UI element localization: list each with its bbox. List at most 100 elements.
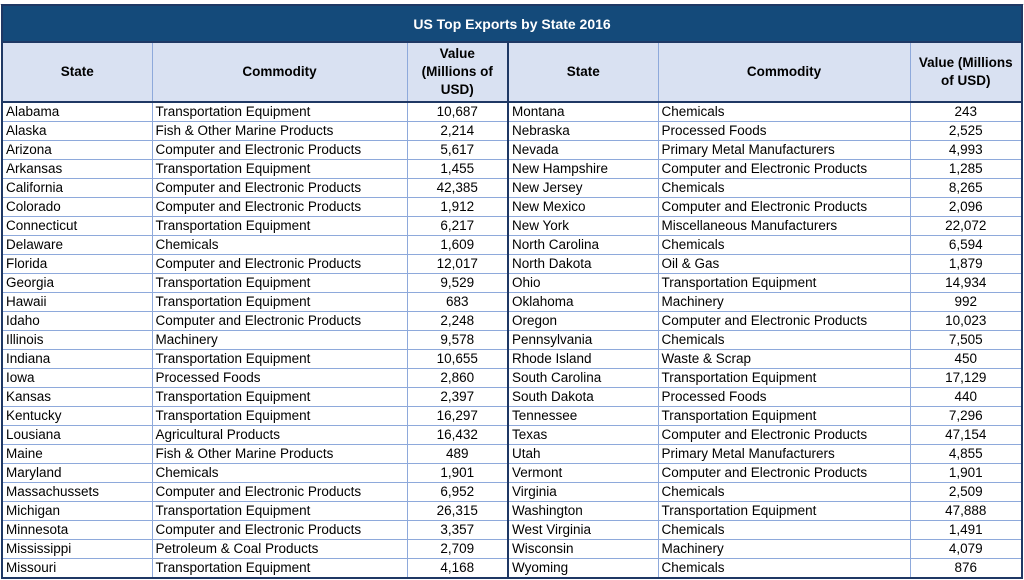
commodity-cell-right[interactable]: Chemicals xyxy=(658,558,911,577)
commodity-cell-left[interactable]: Fish & Other Marine Products xyxy=(152,121,408,141)
value-cell-right[interactable]: 47,888 xyxy=(910,501,1022,521)
state-cell-left[interactable]: Arkansas xyxy=(3,159,153,179)
state-cell-left[interactable]: Delaware xyxy=(3,235,153,255)
value-cell-left[interactable]: 1,912 xyxy=(407,197,509,217)
state-cell-right[interactable]: New Hampshire xyxy=(508,159,659,179)
value-cell-right[interactable]: 7,505 xyxy=(910,330,1022,350)
state-cell-left[interactable]: Alaska xyxy=(3,121,153,141)
state-cell-right[interactable]: Wisconsin xyxy=(508,539,659,559)
state-cell-right[interactable]: Pennsylvania xyxy=(508,330,659,350)
commodity-cell-right[interactable]: Processed Foods xyxy=(658,121,911,141)
commodity-cell-left[interactable]: Chemicals xyxy=(152,235,408,255)
state-cell-left[interactable]: Arizona xyxy=(3,140,153,160)
value-cell-left[interactable]: 12,017 xyxy=(407,254,509,274)
commodity-cell-right[interactable]: Chemicals xyxy=(658,178,911,198)
state-cell-left[interactable]: Colorado xyxy=(3,197,153,217)
commodity-cell-right[interactable]: Chemicals xyxy=(658,102,911,122)
state-cell-right[interactable]: South Dakota xyxy=(508,387,659,407)
value-cell-left[interactable]: 2,860 xyxy=(407,368,509,388)
value-cell-left[interactable]: 2,397 xyxy=(407,387,509,407)
commodity-cell-left[interactable]: Transportation Equipment xyxy=(152,349,408,369)
state-cell-right[interactable]: Nebraska xyxy=(508,121,659,141)
value-cell-left[interactable]: 2,214 xyxy=(407,121,509,141)
commodity-cell-left[interactable]: Machinery xyxy=(152,330,408,350)
value-cell-right[interactable]: 4,993 xyxy=(910,140,1022,160)
value-cell-right[interactable]: 14,934 xyxy=(910,273,1022,293)
commodity-cell-left[interactable]: Transportation Equipment xyxy=(152,501,408,521)
value-cell-right[interactable]: 2,525 xyxy=(910,121,1022,141)
state-cell-right[interactable]: Nevada xyxy=(508,140,659,160)
value-cell-left[interactable]: 6,217 xyxy=(407,216,509,236)
state-cell-right[interactable]: Ohio xyxy=(508,273,659,293)
commodity-cell-left[interactable]: Computer and Electronic Products xyxy=(152,197,408,217)
state-cell-right[interactable]: North Carolina xyxy=(508,235,659,255)
state-cell-right[interactable]: Virginia xyxy=(508,482,659,502)
commodity-cell-right[interactable]: Transportation Equipment xyxy=(658,368,911,388)
state-cell-left[interactable]: Iowa xyxy=(3,368,153,388)
state-cell-right[interactable]: New York xyxy=(508,216,659,236)
value-cell-right[interactable]: 47,154 xyxy=(910,425,1022,445)
commodity-cell-left[interactable]: Transportation Equipment xyxy=(152,406,408,426)
value-cell-left[interactable]: 1,609 xyxy=(407,235,509,255)
state-cell-right[interactable]: South Carolina xyxy=(508,368,659,388)
value-cell-right[interactable]: 10,023 xyxy=(910,311,1022,331)
state-cell-left[interactable]: Kentucky xyxy=(3,406,153,426)
state-cell-right[interactable]: New Mexico xyxy=(508,197,659,217)
state-cell-left[interactable]: Maryland xyxy=(3,463,153,483)
value-cell-right[interactable]: 440 xyxy=(910,387,1022,407)
value-cell-right[interactable]: 8,265 xyxy=(910,178,1022,198)
commodity-cell-right[interactable]: Chemicals xyxy=(658,330,911,350)
commodity-cell-right[interactable]: Chemicals xyxy=(658,235,911,255)
commodity-cell-left[interactable]: Transportation Equipment xyxy=(152,216,408,236)
state-cell-left[interactable]: Michigan xyxy=(3,501,153,521)
commodity-cell-right[interactable]: Processed Foods xyxy=(658,387,911,407)
state-cell-left[interactable]: Kansas xyxy=(3,387,153,407)
commodity-cell-right[interactable]: Transportation Equipment xyxy=(658,501,911,521)
commodity-cell-left[interactable]: Computer and Electronic Products xyxy=(152,482,408,502)
state-cell-left[interactable]: Florida xyxy=(3,254,153,274)
value-cell-right[interactable]: 6,594 xyxy=(910,235,1022,255)
value-cell-right[interactable]: 992 xyxy=(910,292,1022,312)
state-cell-left[interactable]: Connecticut xyxy=(3,216,153,236)
commodity-cell-right[interactable]: Computer and Electronic Products xyxy=(658,463,911,483)
value-cell-left[interactable]: 10,655 xyxy=(407,349,509,369)
value-cell-left[interactable]: 10,687 xyxy=(407,102,509,122)
state-cell-left[interactable]: Idaho xyxy=(3,311,153,331)
value-cell-right[interactable]: 22,072 xyxy=(910,216,1022,236)
value-cell-left[interactable]: 489 xyxy=(407,444,509,464)
value-cell-right[interactable]: 1,491 xyxy=(910,520,1022,540)
commodity-cell-left[interactable]: Computer and Electronic Products xyxy=(152,178,408,198)
state-cell-left[interactable]: Massachussets xyxy=(3,482,153,502)
state-cell-right[interactable]: Tennessee xyxy=(508,406,659,426)
value-cell-right[interactable]: 876 xyxy=(954,560,978,575)
commodity-cell-left[interactable]: Computer and Electronic Products xyxy=(152,520,408,540)
state-cell-left[interactable]: Alabama xyxy=(3,102,153,122)
value-cell-left[interactable]: 2,248 xyxy=(407,311,509,331)
commodity-cell-left[interactable]: Transportation Equipment xyxy=(152,292,408,312)
value-cell-right[interactable]: 1,285 xyxy=(910,159,1022,179)
value-cell-right[interactable]: 2,509 xyxy=(910,482,1022,502)
state-cell-right[interactable]: New Jersey xyxy=(508,178,659,198)
commodity-cell-left[interactable]: Transportation Equipment xyxy=(152,159,408,179)
value-cell-right[interactable]: 243 xyxy=(910,102,1022,122)
commodity-cell-right[interactable]: Machinery xyxy=(658,292,911,312)
commodity-cell-right[interactable]: Computer and Electronic Products xyxy=(658,197,911,217)
value-cell-left[interactable]: 5,617 xyxy=(407,140,509,160)
state-cell-right[interactable]: Washington xyxy=(508,501,659,521)
commodity-cell-right[interactable]: Transportation Equipment xyxy=(658,273,911,293)
commodity-cell-right[interactable]: Machinery xyxy=(658,539,911,559)
state-cell-left[interactable]: Indiana xyxy=(3,349,153,369)
value-cell-left[interactable]: 9,529 xyxy=(407,273,509,293)
value-cell-right[interactable]: 1,879 xyxy=(910,254,1022,274)
value-cell-left[interactable]: 683 xyxy=(407,292,509,312)
state-cell-right[interactable]: Texas xyxy=(508,425,659,445)
commodity-cell-left[interactable]: Transportation Equipment xyxy=(152,102,408,122)
commodity-cell-right[interactable]: Transportation Equipment xyxy=(658,406,911,426)
commodity-cell-left[interactable]: Chemicals xyxy=(152,463,408,483)
value-cell-left[interactable]: 6,952 xyxy=(407,482,509,502)
state-cell-right[interactable]: Wyoming xyxy=(508,558,659,577)
commodity-cell-right[interactable]: Computer and Electronic Products xyxy=(658,159,911,179)
value-cell-left[interactable]: 16,297 xyxy=(407,406,509,426)
commodity-cell-left[interactable]: Fish & Other Marine Products xyxy=(152,444,408,464)
commodity-cell-right[interactable]: Waste & Scrap xyxy=(658,349,911,369)
